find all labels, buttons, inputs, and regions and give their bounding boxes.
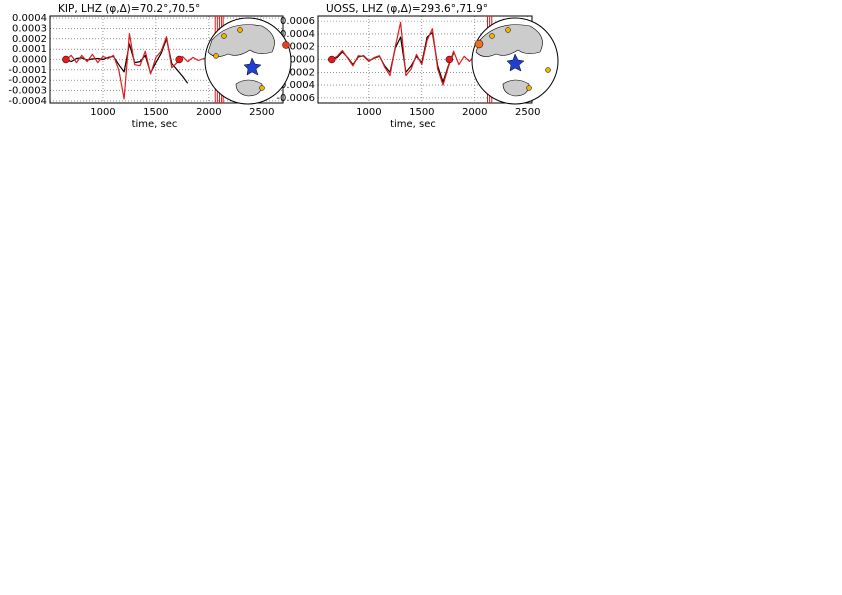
- globe-inset: [204, 17, 292, 105]
- x-axis-label: time, sec: [390, 119, 436, 130]
- window-marker: [62, 55, 70, 64]
- y-tick-label: -0.0002: [276, 67, 315, 78]
- y-tick-label: -0.0002: [8, 75, 47, 86]
- globe-inset: [471, 17, 559, 105]
- x-tick-label: 2000: [462, 107, 487, 118]
- y-tick-label: -0.0001: [8, 65, 47, 76]
- y-tick-label: 0.0006: [280, 16, 315, 27]
- chart-title: UOSS, LHZ (φ,Δ)=293.6°,71.9°: [326, 3, 488, 15]
- x-tick-label: 2500: [515, 107, 540, 118]
- x-tick-label: 1500: [143, 107, 168, 118]
- y-tick-label: 0.0002: [280, 42, 315, 53]
- y-tick-label: 0.0000: [12, 55, 47, 66]
- x-tick-label: 2000: [196, 107, 221, 118]
- waveform-line: [331, 32, 455, 83]
- chart-title: KIP, LHZ (φ,Δ)=70.2°,70.5°: [58, 3, 200, 15]
- window-marker: [328, 55, 336, 64]
- x-tick-label: 1000: [90, 107, 115, 118]
- x-axis-label: time, sec: [132, 119, 178, 130]
- waveform-line: [65, 33, 215, 100]
- y-tick-label: -0.0004: [8, 96, 47, 107]
- y-tick-label: -0.0003: [8, 86, 47, 97]
- x-tick-label: 2500: [249, 107, 274, 118]
- window-marker: [175, 55, 183, 64]
- y-tick-label: -0.0004: [276, 80, 315, 91]
- x-tick-label: 1000: [356, 107, 381, 118]
- y-tick-label: 0.0001: [12, 44, 47, 55]
- y-tick-label: 0.0003: [12, 23, 47, 34]
- y-tick-label: -0.0006: [276, 93, 315, 104]
- y-tick-label: 0.0004: [280, 29, 315, 40]
- waveform-line: [331, 21, 486, 86]
- x-tick-label: 1500: [409, 107, 434, 118]
- y-tick-label: 0.0000: [280, 55, 315, 66]
- y-tick-label: 0.0002: [12, 34, 47, 45]
- window-marker: [445, 55, 454, 64]
- y-tick-label: 0.0004: [12, 13, 47, 24]
